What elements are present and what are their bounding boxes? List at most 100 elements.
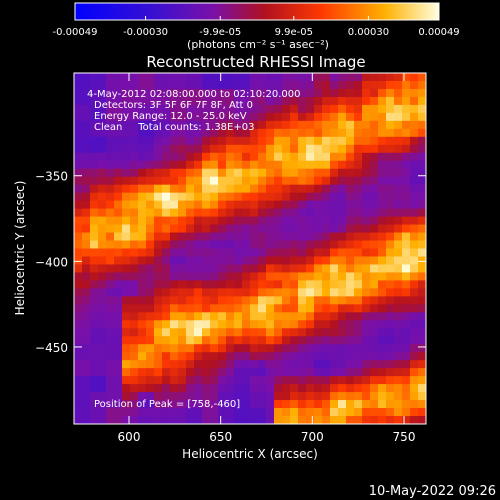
heatmap-cell xyxy=(242,200,251,210)
heatmap-cell xyxy=(194,256,203,266)
heatmap-cell xyxy=(162,368,171,377)
heatmap-cell xyxy=(386,224,395,234)
heatmap-cell xyxy=(242,360,251,369)
heatmap-cell xyxy=(402,152,411,162)
heatmap-cell xyxy=(170,416,179,424)
heatmap-cell xyxy=(170,400,179,409)
heatmap-cell xyxy=(210,312,219,321)
heatmap-cell xyxy=(74,208,83,218)
heatmap-cell xyxy=(306,136,315,146)
heatmap-cell xyxy=(234,224,243,234)
heatmap-cell xyxy=(346,152,355,162)
heatmap-cell xyxy=(218,312,227,321)
heatmap-cell xyxy=(274,176,283,186)
heatmap-cell xyxy=(402,400,411,409)
heatmap-cell xyxy=(194,152,203,162)
heatmap-cell xyxy=(114,184,123,194)
heatmap-cell xyxy=(226,272,235,282)
heatmap-cell xyxy=(106,312,115,321)
heatmap-cell xyxy=(146,216,155,226)
heatmap-cell xyxy=(234,264,243,274)
heatmap-cell xyxy=(258,80,267,90)
heatmap-cell xyxy=(378,216,387,226)
heatmap-cell xyxy=(298,360,307,369)
heatmap-cell xyxy=(138,80,147,90)
heatmap-cell xyxy=(410,160,419,170)
heatmap-cell xyxy=(130,144,139,154)
heatmap-cell xyxy=(298,400,307,409)
heatmap-cell xyxy=(194,192,203,202)
heatmap-cell xyxy=(338,88,347,98)
heatmap-cell xyxy=(242,416,251,424)
heatmap-cell xyxy=(266,168,275,178)
heatmap-cell xyxy=(314,192,323,202)
heatmap-cell xyxy=(394,256,403,266)
heatmap-cell xyxy=(114,272,123,282)
heatmap-cell xyxy=(138,344,147,353)
heatmap-cell xyxy=(346,112,355,122)
heatmap-cell xyxy=(162,200,171,210)
heatmap-cell xyxy=(330,152,339,162)
heatmap-cell xyxy=(210,192,219,202)
heatmap-cell xyxy=(258,176,267,186)
heatmap-cell xyxy=(418,408,426,417)
heatmap-cell xyxy=(130,248,139,258)
heatmap-cell xyxy=(82,112,91,122)
heatmap-cell xyxy=(306,232,315,242)
heatmap-cell xyxy=(210,224,219,234)
heatmap-cell xyxy=(370,168,379,178)
heatmap-cell xyxy=(210,304,219,313)
heatmap-cell xyxy=(194,224,203,234)
heatmap-cell xyxy=(90,232,99,242)
heatmap-cell xyxy=(282,144,291,154)
heatmap-cell xyxy=(258,200,267,210)
heatmap-cell xyxy=(98,208,107,218)
heatmap-cell xyxy=(170,328,179,337)
heatmap-cell xyxy=(170,264,179,274)
heatmap-cell xyxy=(170,344,179,353)
heatmap-cell xyxy=(314,248,323,258)
heatmap-cell xyxy=(202,168,211,178)
heatmap-cell xyxy=(346,336,355,345)
heatmap-cell xyxy=(386,168,395,178)
heatmap-cell xyxy=(290,352,299,361)
heatmap-cell xyxy=(114,280,123,289)
heatmap-cell xyxy=(354,168,363,178)
heatmap-cell xyxy=(98,408,107,417)
heatmap-cell xyxy=(146,344,155,353)
heatmap-cell xyxy=(202,120,211,130)
heatmap-cell xyxy=(338,176,347,186)
heatmap-cell xyxy=(266,240,275,250)
heatmap-cell xyxy=(354,184,363,194)
heatmap-cell xyxy=(410,280,419,289)
heatmap-cell xyxy=(394,416,403,424)
heatmap-cell xyxy=(402,312,411,321)
heatmap-cell xyxy=(218,112,227,122)
heatmap-cell xyxy=(394,320,403,329)
heatmap-cell xyxy=(378,128,387,138)
heatmap-cell xyxy=(98,240,107,250)
heatmap-cell xyxy=(258,408,267,417)
heatmap-cell xyxy=(410,144,419,154)
heatmap-cell xyxy=(418,192,426,202)
heatmap-cell xyxy=(186,80,195,90)
heatmap-cell xyxy=(346,320,355,329)
heatmap-cell xyxy=(122,80,131,90)
heatmap-cell xyxy=(346,96,355,106)
heatmap-cell xyxy=(138,280,147,289)
heatmap-cell xyxy=(242,280,251,289)
heatmap-cell xyxy=(226,224,235,234)
heatmap-cell xyxy=(290,392,299,401)
heatmap-cell xyxy=(346,224,355,234)
heatmap-cell xyxy=(418,304,426,313)
heatmap-cell xyxy=(362,320,371,329)
heatmap-cell xyxy=(250,416,259,424)
heatmap-cell xyxy=(114,120,123,130)
heatmap-cell xyxy=(194,176,203,186)
heatmap-cell xyxy=(394,184,403,194)
heatmap-cell xyxy=(210,136,219,146)
heatmap-cell xyxy=(98,192,107,202)
heatmap-cell xyxy=(90,96,99,106)
heatmap-cell xyxy=(74,376,83,385)
heatmap-cell xyxy=(138,128,147,138)
